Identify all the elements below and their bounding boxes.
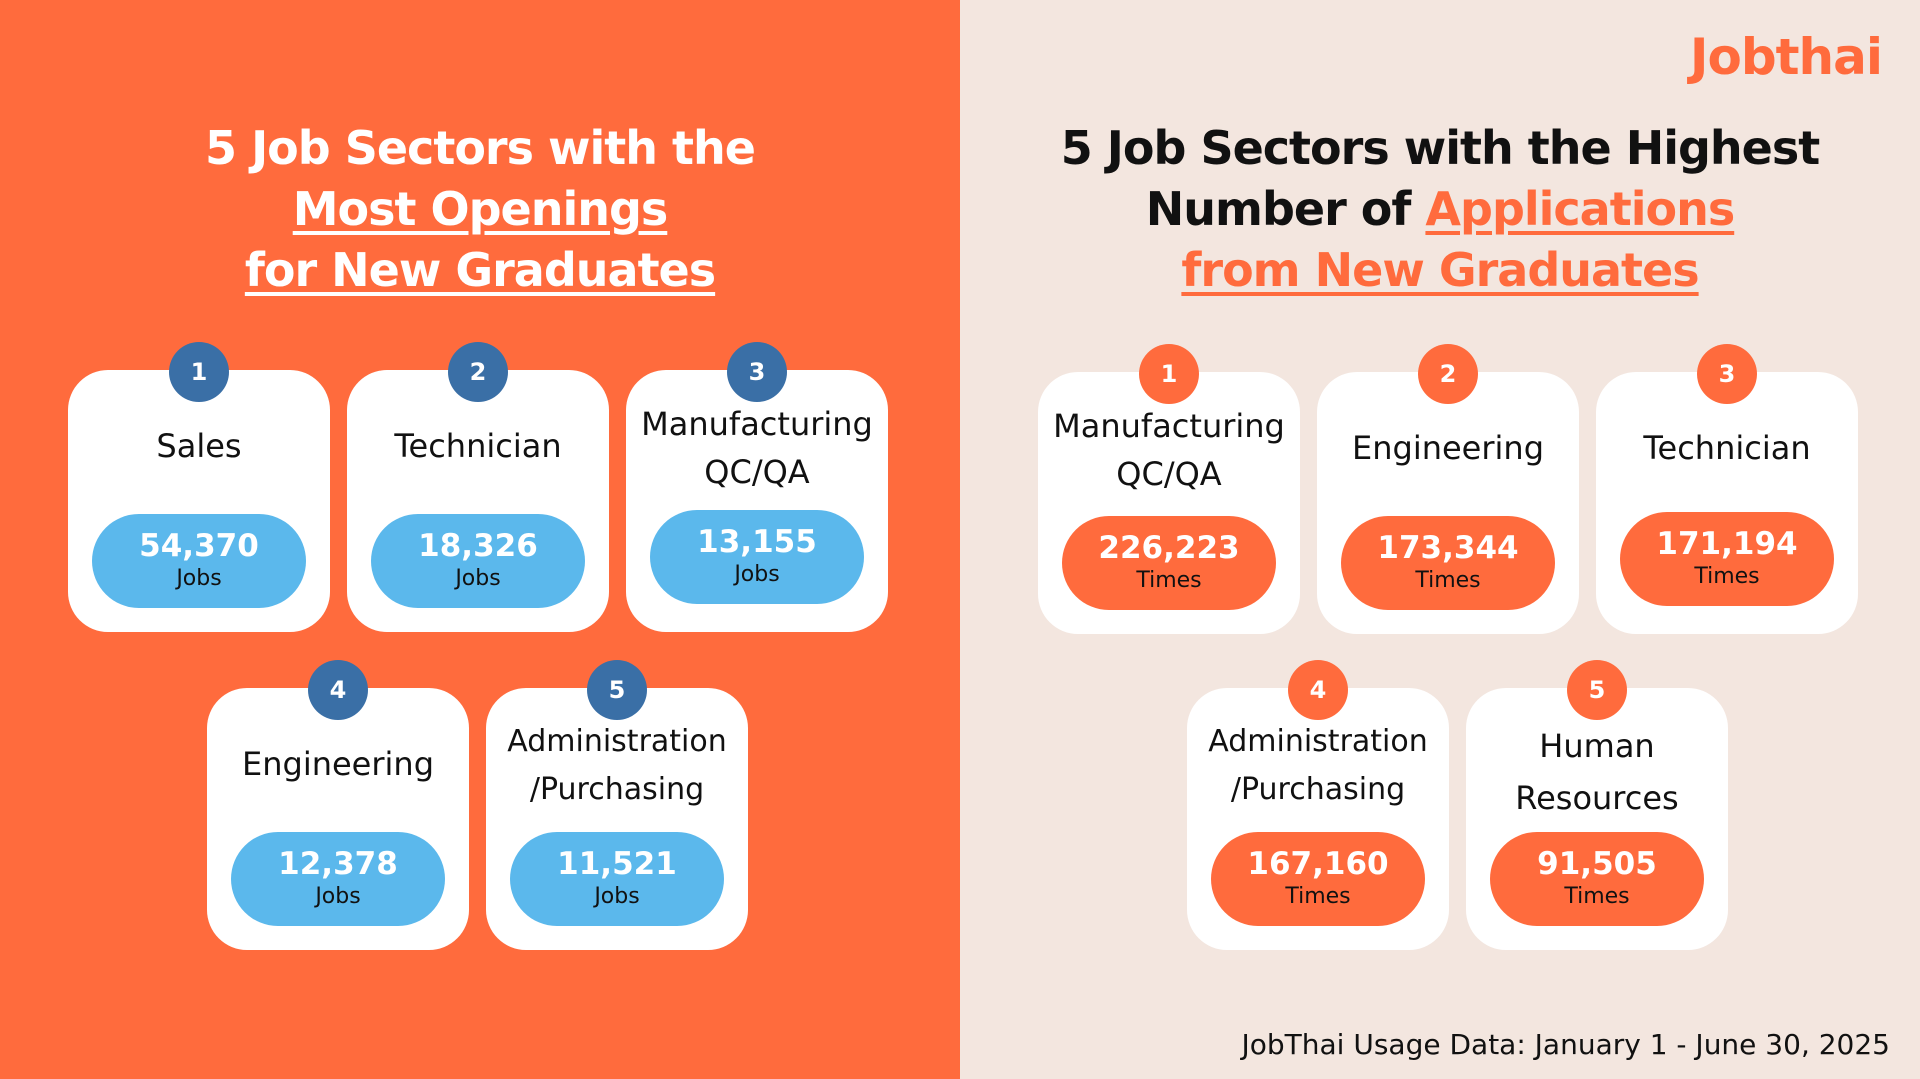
- sector-name: Technician: [394, 427, 562, 465]
- count-pill: 54,370 Jobs: [92, 514, 306, 608]
- count-unit: Times: [1415, 568, 1481, 593]
- rank-badge: 5: [1567, 660, 1627, 720]
- rank-badge: 1: [1139, 344, 1199, 404]
- count-unit: Times: [1694, 564, 1760, 589]
- rank-badge: 5: [587, 660, 647, 720]
- rank-badge: 3: [1697, 344, 1757, 404]
- sector-name: Human Resources: [1515, 727, 1679, 817]
- right-card-4: 4 Administration /Purchasing 167,160 Tim…: [1187, 660, 1449, 950]
- count-unit: Times: [1136, 568, 1202, 593]
- count-value: 173,344: [1377, 530, 1519, 566]
- count-unit: Jobs: [734, 562, 780, 587]
- sector-name: Technician: [1643, 429, 1811, 467]
- count-pill: 13,155 Jobs: [650, 510, 864, 604]
- left-card-1: 1 Sales 54,370 Jobs: [68, 342, 330, 632]
- right-heading-line-3: from New Graduates: [1181, 243, 1699, 297]
- count-pill: 167,160 Times: [1211, 832, 1425, 926]
- sector-name: Engineering: [242, 745, 434, 783]
- rank-badge: 2: [1418, 344, 1478, 404]
- jobthai-logo: Jobthai: [1689, 28, 1883, 86]
- count-value: 54,370: [139, 528, 259, 564]
- count-pill: 11,521 Jobs: [510, 832, 724, 926]
- count-pill: 173,344 Times: [1341, 516, 1555, 610]
- right-heading-line-1: 5 Job Sectors with the Highest: [1060, 121, 1820, 175]
- right-card-1: 1 Manufacturing QC/QA 226,223 Times: [1038, 344, 1300, 634]
- count-pill: 226,223 Times: [1062, 516, 1276, 610]
- rank-badge: 4: [1288, 660, 1348, 720]
- count-pill: 18,326 Jobs: [371, 514, 585, 608]
- left-heading-line-1: 5 Job Sectors with the: [205, 121, 756, 175]
- left-heading-line-3: for New Graduates: [244, 243, 716, 297]
- count-unit: Times: [1564, 884, 1630, 909]
- count-value: 167,160: [1247, 846, 1389, 882]
- count-unit: Jobs: [315, 884, 361, 909]
- rank-badge: 1: [169, 342, 229, 402]
- rank-badge: 4: [308, 660, 368, 720]
- count-pill: 171,194 Times: [1620, 512, 1834, 606]
- left-heading: 5 Job Sectors with the Most Openings for…: [0, 118, 960, 301]
- count-value: 171,194: [1656, 526, 1798, 562]
- count-value: 18,326: [418, 528, 538, 564]
- sector-name: Administration /Purchasing: [1208, 724, 1428, 807]
- right-heading-line-2-plain: Number of: [1145, 182, 1426, 236]
- right-heading-line-2-highlight: Applications: [1425, 182, 1735, 236]
- count-unit: Times: [1285, 884, 1351, 909]
- left-card-5: 5 Administration /Purchasing 11,521 Jobs: [486, 660, 748, 950]
- count-pill: 12,378 Jobs: [231, 832, 445, 926]
- count-value: 12,378: [278, 846, 398, 882]
- data-source-note: JobThai Usage Data: January 1 - June 30,…: [1241, 1028, 1890, 1061]
- right-card-2: 2 Engineering 173,344 Times: [1317, 344, 1579, 634]
- count-unit: Jobs: [176, 566, 222, 591]
- left-card-4: 4 Engineering 12,378 Jobs: [207, 660, 469, 950]
- count-value: 91,505: [1537, 846, 1657, 882]
- count-value: 13,155: [697, 524, 817, 560]
- right-card-5: 5 Human Resources 91,505 Times: [1466, 660, 1728, 950]
- left-heading-line-2: Most Openings: [292, 182, 669, 236]
- sector-name: Manufacturing QC/QA: [1053, 407, 1285, 493]
- rank-badge: 3: [727, 342, 787, 402]
- sector-name: Administration /Purchasing: [507, 724, 727, 807]
- sector-name: Manufacturing QC/QA: [641, 405, 873, 491]
- count-value: 226,223: [1098, 530, 1240, 566]
- right-heading: 5 Job Sectors with the Highest Number of…: [960, 118, 1920, 301]
- left-card-3: 3 Manufacturing QC/QA 13,155 Jobs: [626, 342, 888, 632]
- left-card-2: 2 Technician 18,326 Jobs: [347, 342, 609, 632]
- sector-name: Engineering: [1352, 429, 1544, 467]
- count-unit: Jobs: [455, 566, 501, 591]
- count-unit: Jobs: [594, 884, 640, 909]
- count-value: 11,521: [557, 846, 677, 882]
- count-pill: 91,505 Times: [1490, 832, 1704, 926]
- right-card-3: 3 Technician 171,194 Times: [1596, 344, 1858, 634]
- sector-name: Sales: [156, 427, 242, 465]
- rank-badge: 2: [448, 342, 508, 402]
